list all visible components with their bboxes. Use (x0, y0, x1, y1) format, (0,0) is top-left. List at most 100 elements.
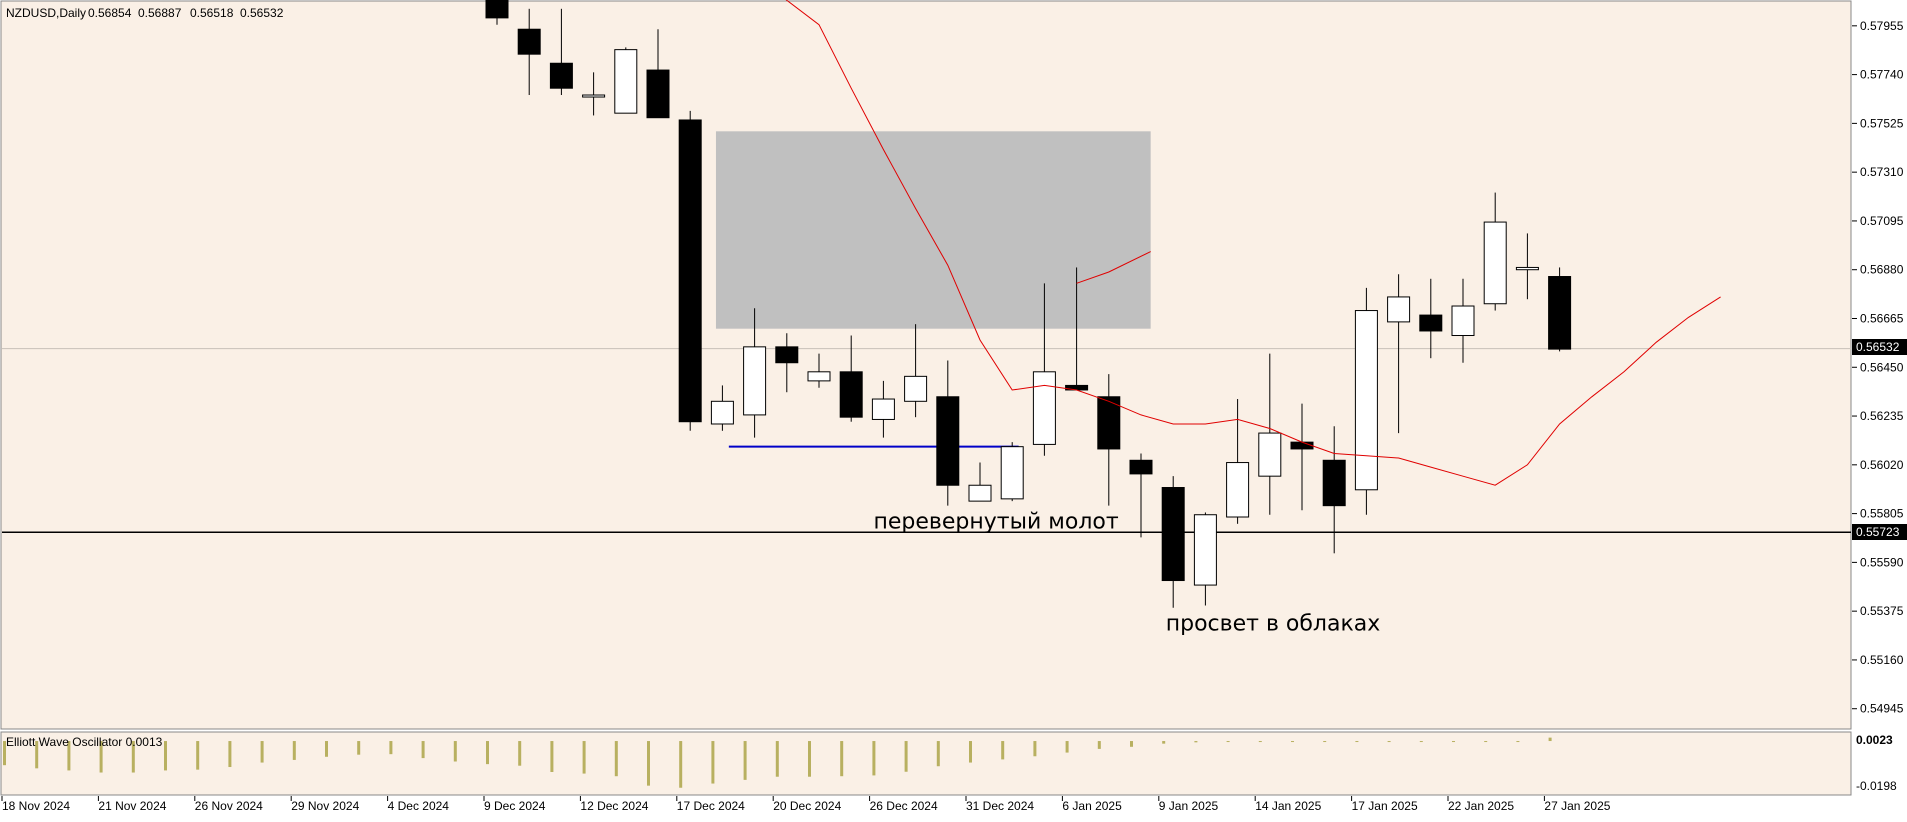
candle-body-bear (1290, 441, 1314, 450)
candle-body-bear (678, 119, 702, 423)
candle (1483, 192, 1507, 311)
candle (1258, 353, 1282, 515)
candle-body-bull (1354, 310, 1378, 491)
candle (1451, 278, 1475, 363)
ohlc-close: 0.56532 (240, 6, 284, 20)
oscillator-bar (1387, 741, 1391, 743)
oscillator-bar (3, 741, 6, 766)
candle (1161, 476, 1185, 608)
oscillator-bar (196, 741, 200, 770)
candle (1000, 442, 1024, 502)
resistance-zone (715, 131, 1151, 329)
candle (582, 72, 606, 116)
oscillator-bar (486, 741, 489, 765)
candle-body-bear (1097, 396, 1121, 450)
oscillator-bar (904, 741, 908, 772)
oscillator-bar (1001, 741, 1005, 760)
oscillator-bar (1065, 741, 1069, 753)
candle-body-bull (1515, 266, 1539, 271)
date-tick-label: 14 Jan 2025 (1255, 799, 1321, 813)
price-tick-label: 0.56665 (1860, 311, 1904, 325)
candle (485, 0, 509, 25)
date-tick-label: 9 Dec 2024 (484, 799, 546, 813)
price-tick-label: 0.56450 (1860, 360, 1904, 374)
price-axis-bg (1852, 0, 1907, 822)
candle (1032, 283, 1056, 456)
candle (968, 462, 992, 502)
candle (807, 353, 831, 388)
candle-body-bull (807, 371, 831, 382)
candle-body-bear (1161, 487, 1185, 582)
ohlc-open: 0.56854 (88, 6, 132, 20)
candle-body-bear (485, 0, 509, 19)
oscillator-bar (1323, 741, 1327, 743)
oscillator-bar (679, 741, 683, 788)
candle (1515, 233, 1539, 300)
candle-body-bear (775, 346, 799, 364)
oscillator-bar (1452, 741, 1455, 743)
candle (871, 380, 895, 438)
main-pane-bg (0, 0, 1852, 730)
oscillator-bar (1355, 741, 1359, 743)
oscillator-bar (325, 741, 328, 757)
oscillator-bar (872, 741, 876, 776)
price-tick-label: 0.55805 (1860, 507, 1904, 521)
oscillator-bar (936, 741, 940, 767)
candle (1419, 278, 1443, 359)
date-tick-label: 21 Nov 2024 (98, 799, 166, 813)
date-tick-label: 6 Jan 2025 (1062, 799, 1122, 813)
oscillator-bottom-label: -0.0198 (1856, 779, 1897, 793)
oscillator-bar (550, 741, 554, 773)
price-tick-label: 0.57310 (1860, 165, 1904, 179)
moving-average-line (785, 0, 1721, 486)
candle-body-bull (743, 346, 767, 416)
candle-body-bull (1483, 221, 1507, 305)
candle-body-bear (936, 396, 960, 486)
oscillator-bar (357, 741, 361, 755)
date-tick-label: 26 Dec 2024 (870, 799, 938, 813)
oscillator-bar (131, 741, 135, 773)
oscillator-bar (1097, 741, 1101, 749)
candle (1548, 267, 1572, 352)
price-tick-label: 0.57955 (1860, 19, 1904, 33)
candle (1387, 274, 1411, 434)
candle (1322, 426, 1346, 554)
date-tick-label: 20 Dec 2024 (773, 799, 841, 813)
oscillator-pane-bg (0, 731, 1852, 796)
date-tick-label: 12 Dec 2024 (580, 799, 648, 813)
oscillator-bar (389, 741, 393, 755)
candle (1193, 512, 1217, 606)
oscillator-bar (808, 741, 811, 777)
oscillator-bar (164, 741, 167, 771)
candle-body-bull (1387, 296, 1411, 323)
candle-body-bear (1322, 459, 1346, 507)
candle-body-bear (1419, 314, 1443, 332)
level-price-tag-text: 0.55723 (1856, 525, 1900, 539)
candle-body-bull (1258, 432, 1282, 477)
candle-body-bull (710, 400, 734, 425)
candle (839, 335, 863, 422)
date-tick-label: 31 Dec 2024 (966, 799, 1034, 813)
oscillator-bar (453, 741, 457, 762)
oscillator-bar (1419, 741, 1423, 743)
date-tick-label: 9 Jan 2025 (1159, 799, 1219, 813)
oscillator-bar (582, 741, 586, 774)
oscillator-bar (1130, 741, 1133, 747)
candle (775, 333, 799, 393)
candle (743, 308, 767, 438)
annotation-piercing-line: просвет в облаках (1166, 611, 1381, 636)
candle (614, 47, 638, 114)
price-tick-label: 0.56235 (1860, 409, 1904, 423)
price-tick-label: 0.57525 (1860, 116, 1904, 130)
price-tick-label: 0.56880 (1860, 263, 1904, 277)
candle (1129, 453, 1153, 538)
moving-average-branch (1076, 251, 1151, 284)
price-tick-label: 0.57740 (1860, 68, 1904, 82)
oscillator-bar (228, 741, 232, 768)
candle-body-bear (839, 371, 863, 418)
level-price-tag: 0.55723 (1852, 524, 1907, 540)
current-price-tag-bg (1852, 339, 1907, 355)
candle-body-bull (904, 375, 928, 402)
candle-body-bull (1451, 305, 1475, 337)
oscillator-bar (969, 741, 972, 763)
